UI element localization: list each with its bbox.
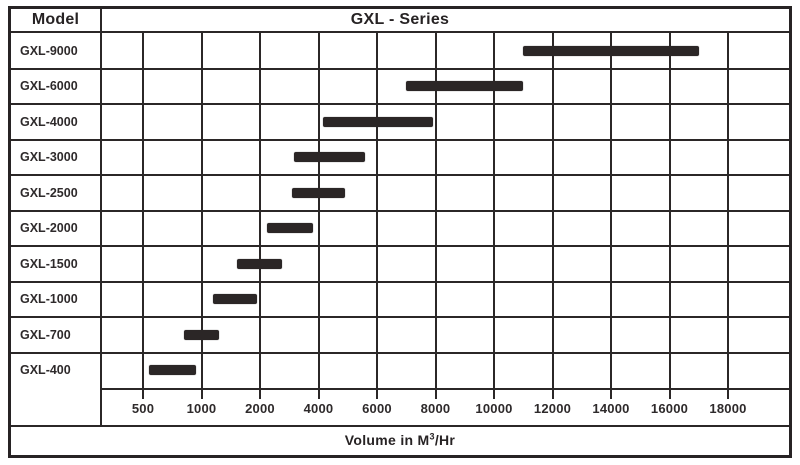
gridline	[200, 33, 203, 388]
range-bar	[523, 45, 699, 56]
tick-label: 500	[131, 401, 155, 416]
x-axis-title-text: Volume in M3/Hr	[344, 430, 456, 448]
tick-mark	[317, 388, 320, 399]
model-row-label: GXL-700	[20, 327, 71, 342]
tick-mark	[259, 388, 262, 399]
tick-label: 4000	[303, 401, 334, 416]
model-row-label: GXL-4000	[20, 114, 78, 129]
tick-mark	[142, 388, 145, 399]
range-bar	[236, 258, 282, 269]
series-title: GXL - Series	[351, 9, 449, 31]
model-header-label: Model	[31, 11, 80, 28]
chart-frame: Model GXL - Series GXL-9000 GXL-6000 GXL-4…	[8, 6, 792, 458]
row-divider-line	[11, 174, 789, 177]
tick-label: 10000	[475, 401, 513, 416]
model-row-label: GXL-2000	[20, 221, 78, 236]
range-bar	[183, 329, 220, 340]
model-row-label: GXL-3000	[20, 150, 78, 165]
tick-label: 1000	[186, 401, 217, 416]
gridline	[493, 33, 496, 388]
model-column-divider-line	[100, 9, 103, 427]
gridline	[551, 33, 554, 388]
row-divider-line	[11, 316, 789, 319]
gridline	[668, 33, 671, 388]
range-bar	[293, 152, 366, 163]
model-row-label: GXL-6000	[20, 79, 78, 94]
tick-label: 18000	[709, 401, 747, 416]
tick-label: 8000	[420, 401, 451, 416]
tick-label: 12000	[533, 401, 572, 416]
model-row-label: GXL-400	[20, 363, 71, 378]
range-bar	[213, 294, 258, 305]
tick-mark	[200, 388, 203, 399]
tick-label: 14000	[592, 401, 630, 416]
model-row-label: GXL-1500	[20, 256, 78, 271]
axis-title-divider-line	[11, 425, 789, 428]
row-divider-line	[11, 103, 789, 106]
gridline	[259, 33, 262, 388]
range-bar	[322, 116, 433, 127]
gridline	[317, 33, 320, 388]
range-bar	[148, 365, 196, 376]
axis-baseline	[100, 388, 789, 391]
tick-label: 6000	[362, 401, 392, 416]
row-divider-line	[11, 209, 789, 212]
gridline	[434, 33, 437, 388]
model-column-header: Model	[11, 9, 100, 31]
gridline	[376, 33, 379, 388]
range-bar	[292, 187, 345, 198]
tick-mark	[551, 388, 554, 399]
model-row-label: GXL-2500	[20, 185, 78, 200]
tick-mark	[668, 388, 671, 399]
tick-mark	[434, 388, 437, 399]
range-bar	[267, 223, 313, 234]
series-title-label: GXL - Series	[350, 11, 450, 28]
x-axis-title: Volume in M3/Hr	[11, 427, 789, 452]
gridline	[727, 33, 730, 388]
tick-mark	[376, 388, 379, 399]
row-divider-line	[11, 280, 789, 283]
row-divider-line	[11, 351, 789, 354]
tick-mark	[727, 388, 730, 399]
tick-mark	[610, 388, 613, 399]
range-bar	[406, 81, 524, 92]
row-divider-line	[11, 138, 789, 141]
model-row-label: GXL-1000	[20, 292, 78, 307]
tick-label: 2000	[245, 401, 275, 416]
tick-label: 16000	[650, 401, 689, 416]
row-divider-line	[11, 67, 789, 70]
row-divider-line	[11, 245, 789, 248]
gridline	[610, 33, 613, 388]
gridline	[142, 33, 145, 388]
header-divider-line	[11, 31, 789, 34]
tick-mark	[493, 388, 496, 399]
model-row-label: GXL-9000	[20, 43, 78, 58]
